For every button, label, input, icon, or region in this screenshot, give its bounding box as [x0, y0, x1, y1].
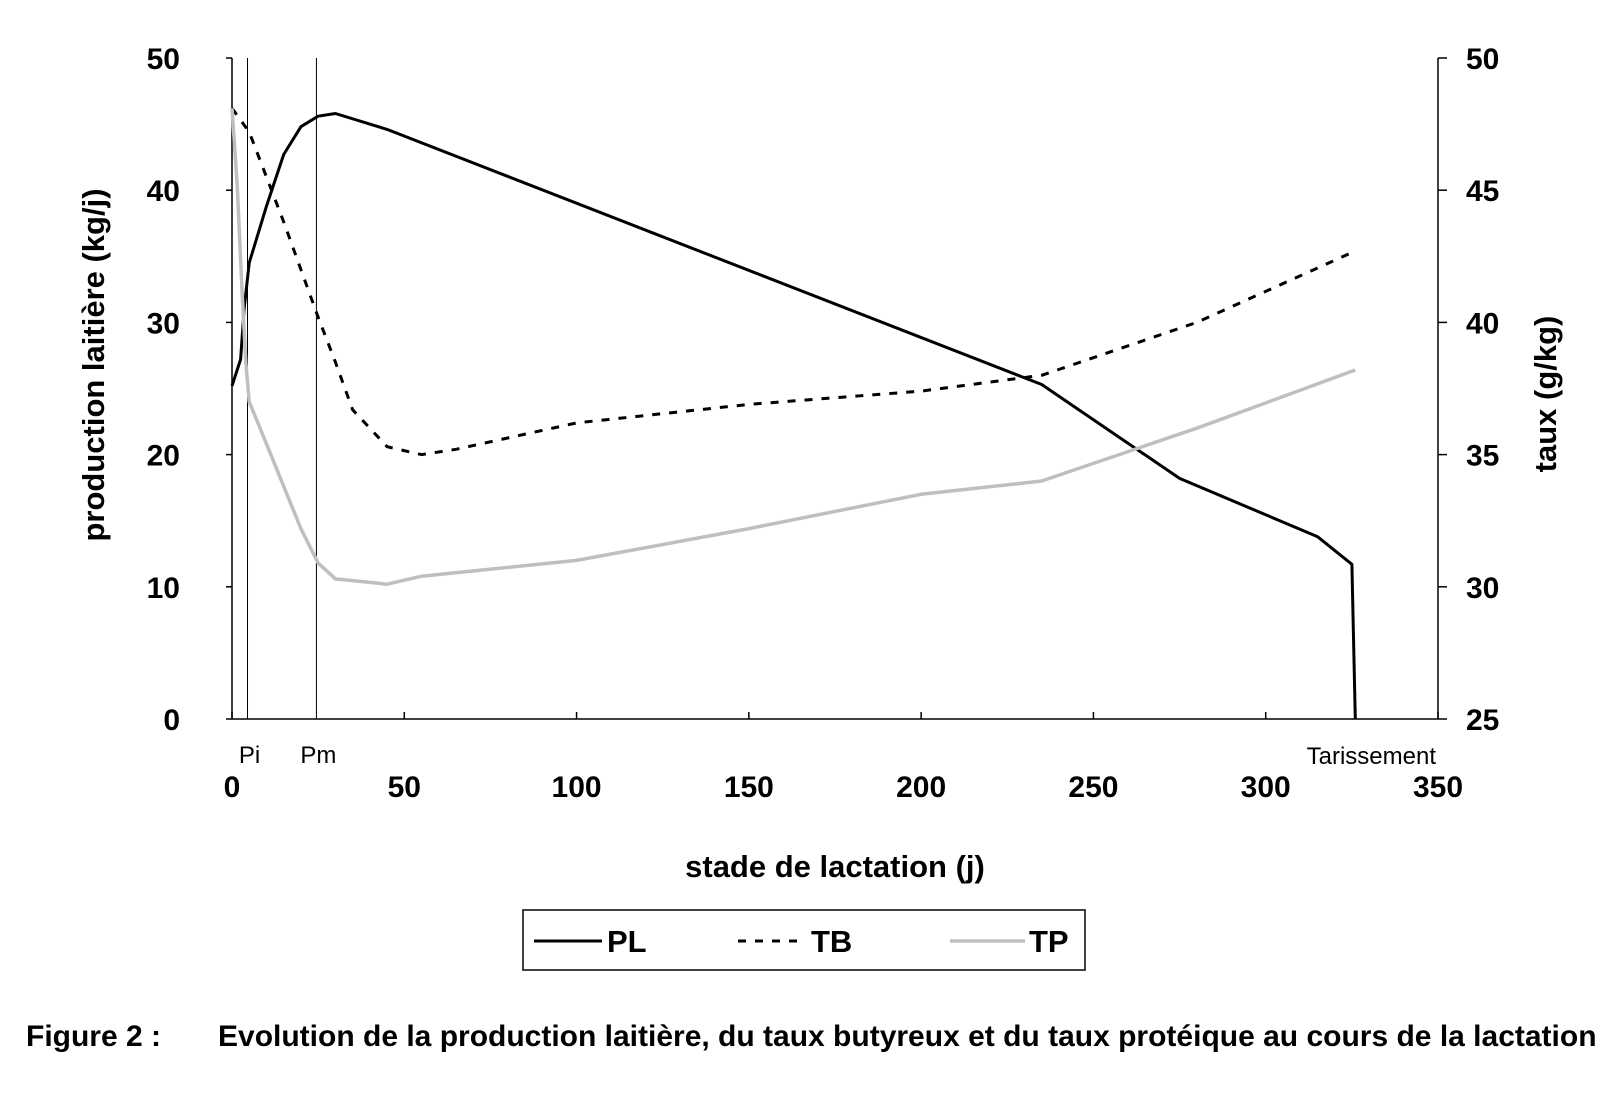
y-tick-label: 10 — [147, 572, 180, 605]
series-line-tp — [230, 108, 1356, 586]
y2-tick-label: 25 — [1466, 704, 1499, 737]
x-axis-title: stade de lactation (j) — [685, 849, 985, 884]
legend-label-pl: PL — [607, 924, 647, 959]
caption-label: Figure 2 : — [26, 1020, 162, 1053]
y2-tick-label: 50 — [1466, 43, 1499, 76]
x-tick-label: 300 — [1241, 771, 1291, 804]
x-axis-ticks: 0 50 100 150 200 250 300 350 — [224, 712, 1463, 804]
y2-tick-label: 40 — [1466, 307, 1499, 340]
series-lines — [230, 107, 1357, 720]
legend-label-tp: TP — [1029, 924, 1069, 959]
lactation-chart: 0 50 100 150 200 250 300 350 0 10 20 30 40 50 25 30 35… — [76, 43, 1563, 971]
caption-text: Evolution de la production laitière, du … — [218, 1020, 1597, 1053]
y-tick-label: 40 — [147, 175, 180, 208]
y2-tick-label: 35 — [1466, 440, 1499, 473]
x-tick-label: 200 — [896, 771, 946, 804]
stage-markers: Pi Pm Tarissement — [239, 58, 1436, 770]
right-y-axis-title: taux (g/kg) — [1528, 316, 1563, 473]
left-y-axis-title: production laitière (kg/j) — [76, 188, 111, 541]
y-tick-label: 20 — [147, 440, 180, 473]
y2-tick-label: 30 — [1466, 572, 1499, 605]
x-tick-label: 0 — [224, 771, 241, 804]
series-line-tb — [230, 107, 1356, 457]
series-line-pl — [230, 112, 1357, 720]
x-tick-label: 350 — [1413, 771, 1463, 804]
marker-label-pi: Pi — [239, 742, 260, 769]
left-y-axis-ticks: 0 10 20 30 40 50 — [147, 43, 232, 737]
x-tick-label: 50 — [388, 771, 421, 804]
x-tick-label: 150 — [724, 771, 774, 804]
y-tick-label: 50 — [147, 43, 180, 76]
y-tick-label: 0 — [163, 704, 180, 737]
x-tick-label: 250 — [1068, 771, 1118, 804]
marker-label-tarissement: Tarissement — [1307, 743, 1437, 770]
legend-label-tb: TB — [811, 924, 852, 959]
y2-tick-label: 45 — [1466, 175, 1499, 208]
y-tick-label: 30 — [147, 307, 180, 340]
x-tick-label: 100 — [552, 771, 602, 804]
legend: PL TB TP — [522, 909, 1086, 971]
right-y-axis-ticks: 25 30 35 40 45 50 — [1438, 43, 1499, 737]
marker-label-pm: Pm — [300, 742, 336, 769]
